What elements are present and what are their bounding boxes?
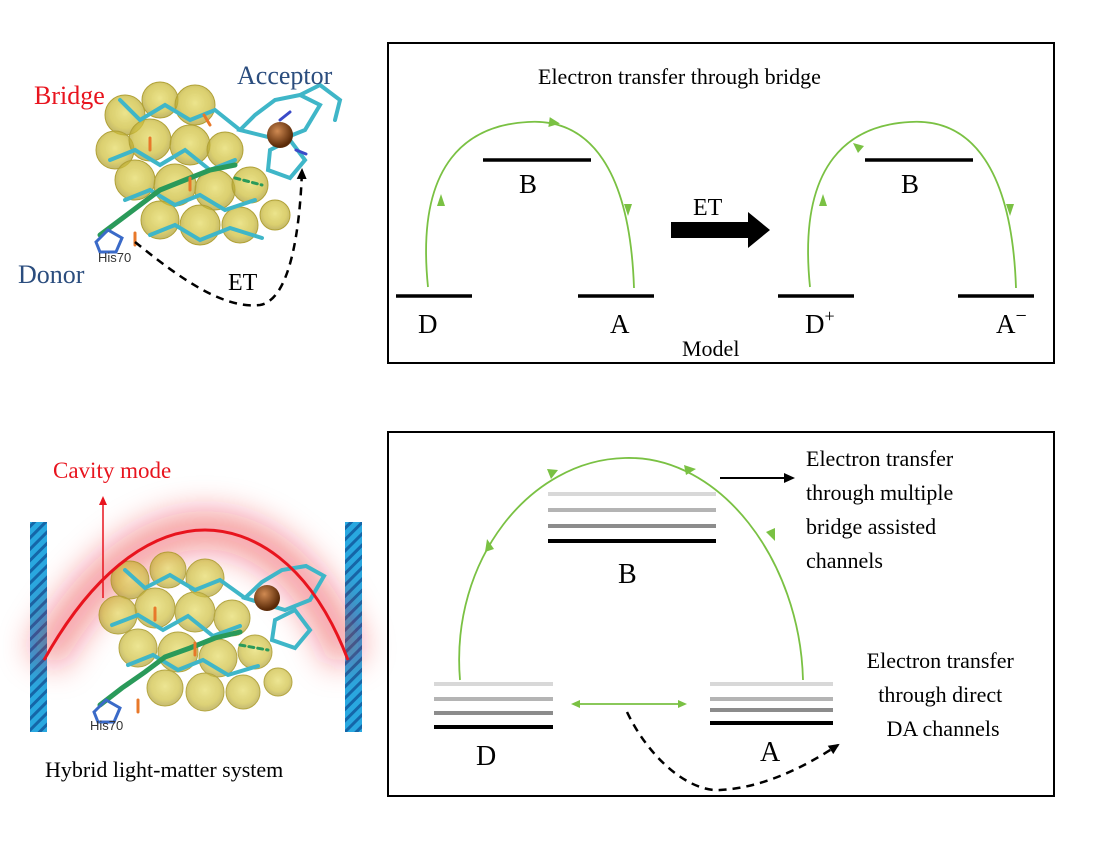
green-arrowhead [485, 539, 494, 552]
molecule-top: Bridge Acceptor Donor His70 ET [18, 61, 343, 307]
direct-et-dashed-arrow [625, 711, 840, 792]
et-arrow-label: ET [693, 195, 723, 221]
acceptor-label-bottom: A [760, 737, 781, 768]
green-arrowhead [1006, 204, 1014, 216]
green-arrowhead [819, 194, 827, 206]
hybrid-system-caption: Hybrid light-matter system [45, 757, 283, 782]
cavity-system: His70 Cavity mode Hybrid light-matter sy… [27, 458, 366, 782]
model-box-bottom: B D A Electron transfer through multiple… [387, 431, 1055, 797]
residue-label: His70 [98, 250, 131, 265]
et-label: ET [228, 270, 258, 296]
green-path-left [425, 121, 635, 289]
bridge-channels-note: Electron transfer through multiple bridg… [806, 446, 959, 573]
cavity-mode-label: Cavity mode [53, 458, 171, 483]
acceptor-label: Acceptor [237, 61, 333, 90]
iron-atom [267, 122, 293, 148]
et-block-arrow [671, 212, 770, 248]
green-arrowhead [437, 194, 445, 206]
bridge-label-left: B [519, 169, 537, 199]
direct-channels-note: Electron transfer through direct DA chan… [867, 648, 1020, 741]
bridge-note-line: through multiple [806, 480, 953, 505]
green-path-right [807, 121, 1017, 289]
bridge-note-line: bridge assisted [806, 514, 936, 539]
left-mirror [30, 522, 47, 732]
bridge-label: Bridge [34, 81, 105, 110]
direct-note-line: Electron transfer [867, 648, 1015, 673]
green-arch [458, 457, 804, 681]
acceptor-label-left: A [610, 309, 630, 339]
molecule-blobs-bottom [98, 551, 293, 712]
acceptor-label-right: A− [996, 305, 1027, 339]
model-box-top: Electron transfer through bridge B D A E… [387, 42, 1055, 364]
donor-label-left: D [418, 309, 438, 339]
green-arrowhead [547, 469, 558, 479]
bridge-label-right: B [901, 169, 919, 199]
direct-note-line: DA channels [886, 716, 999, 741]
bridge-label-bottom: B [618, 559, 637, 590]
green-arrowhead [853, 143, 864, 153]
residue-label-bottom: His70 [90, 718, 123, 733]
green-arrowhead [624, 204, 632, 216]
direct-note-line: through direct [878, 682, 1002, 707]
green-arrowhead [766, 528, 775, 541]
molecule-sticks-bottom [92, 563, 327, 724]
et-dashed-arrow [134, 168, 307, 307]
molecule-blobs [95, 81, 291, 246]
green-arrowhead [548, 117, 560, 127]
model-caption: Model [682, 336, 739, 361]
iron-atom-bottom [254, 585, 280, 611]
bridge-note-line: channels [806, 548, 883, 573]
model-title: Electron transfer through bridge [538, 64, 821, 89]
cavity-mode-curve [42, 528, 350, 661]
green-arrowhead [684, 465, 696, 475]
donor-label-bottom: D [476, 741, 496, 772]
donor-label-right: D+ [805, 306, 835, 339]
bridge-note-line: Electron transfer [806, 446, 954, 471]
donor-label: Donor [18, 260, 85, 289]
